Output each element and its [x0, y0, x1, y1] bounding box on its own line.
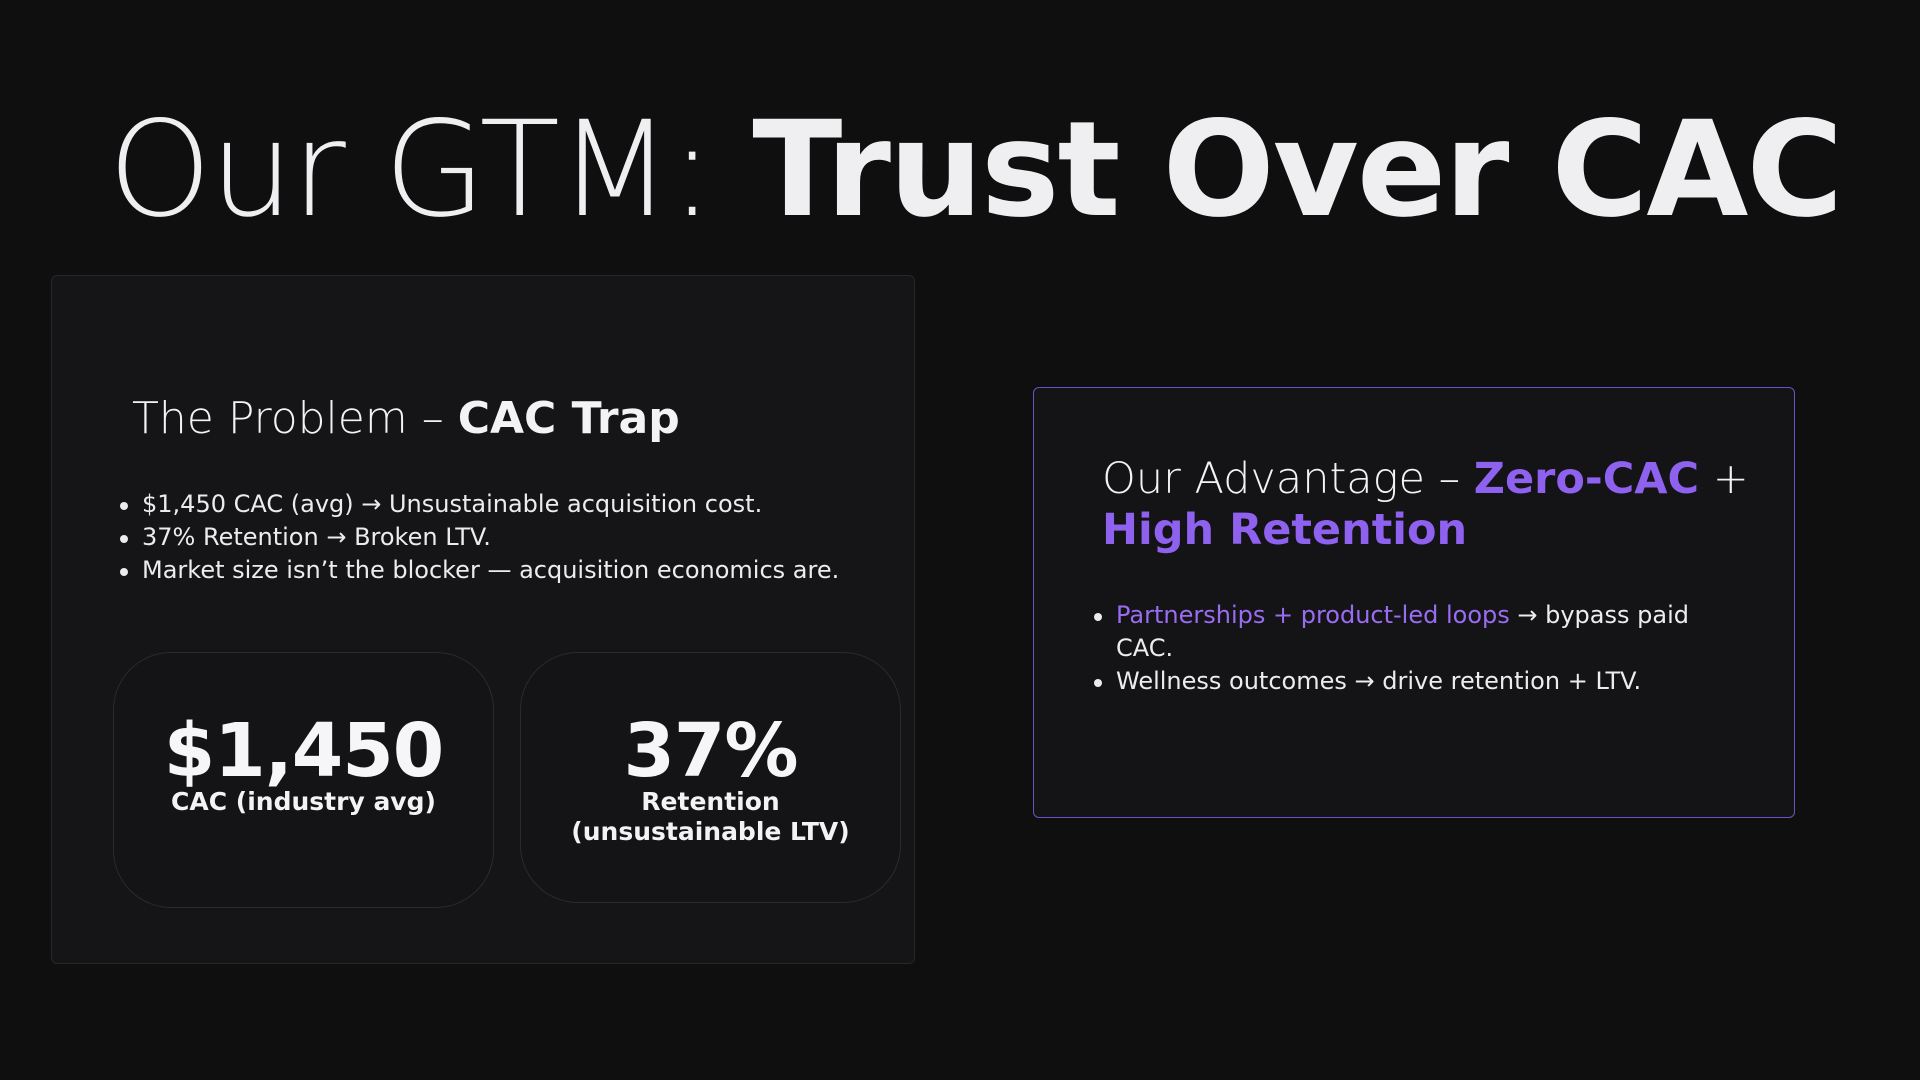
cac-stat-label: CAC (industry avg) [171, 787, 436, 816]
advantage-heading-plus: + [1699, 454, 1749, 504]
problem-bullet: Market size isn’t the blocker — acquisit… [116, 554, 896, 587]
retention-stat-label-text: Retention (unsustainable LTV) [571, 787, 850, 846]
problem-heading-light: The Problem – [132, 393, 458, 444]
advantage-bullet-text: Wellness outcomes → drive retention + LT… [1116, 667, 1642, 695]
slide-title-bold: Trust Over CAC [752, 93, 1843, 247]
advantage-heading-accent-retention: High Retention [1102, 505, 1468, 555]
advantage-bullet: Wellness outcomes → drive retention + LT… [1090, 665, 1730, 698]
slide-title: Our GTM: Trust Over CAC [108, 100, 1843, 240]
problem-bullet: $1,450 CAC (avg) → Unsustainable acquisi… [116, 488, 896, 521]
problem-heading: The Problem – CAC Trap [132, 393, 680, 445]
retention-stat-label: Retention (unsustainable LTV) [521, 787, 900, 847]
advantage-panel: Our Advantage – Zero-CAC + High Retentio… [1033, 387, 1795, 818]
problem-bullet-list: $1,450 CAC (avg) → Unsustainable acquisi… [116, 488, 896, 587]
advantage-bullet-list: Partnerships + product-led loops → bypas… [1090, 599, 1730, 698]
advantage-bullet: Partnerships + product-led loops → bypas… [1090, 599, 1730, 665]
advantage-bullet-text: → bypass paid CAC. [1116, 601, 1689, 662]
retention-stat-card: 37% Retention (unsustainable LTV) [520, 652, 901, 903]
cac-stat-card: $1,450 CAC (industry avg) [113, 652, 494, 908]
problem-heading-bold: CAC Trap [457, 393, 680, 444]
advantage-heading-light: Our Advantage – [1102, 454, 1474, 504]
advantage-bullet-accent: Partnerships + product-led loops [1116, 601, 1510, 629]
advantage-heading-accent-zero-cac: Zero-CAC [1473, 454, 1700, 504]
slide-title-light: Our GTM: [108, 93, 753, 247]
problem-bullet: 37% Retention → Broken LTV. [116, 521, 896, 554]
retention-stat-value: 37% [623, 708, 798, 794]
advantage-heading: Our Advantage – Zero-CAC + High Retentio… [1102, 454, 1782, 556]
cac-stat-value: $1,450 [163, 708, 445, 794]
problem-panel: The Problem – CAC Trap $1,450 CAC (avg) … [51, 275, 915, 964]
